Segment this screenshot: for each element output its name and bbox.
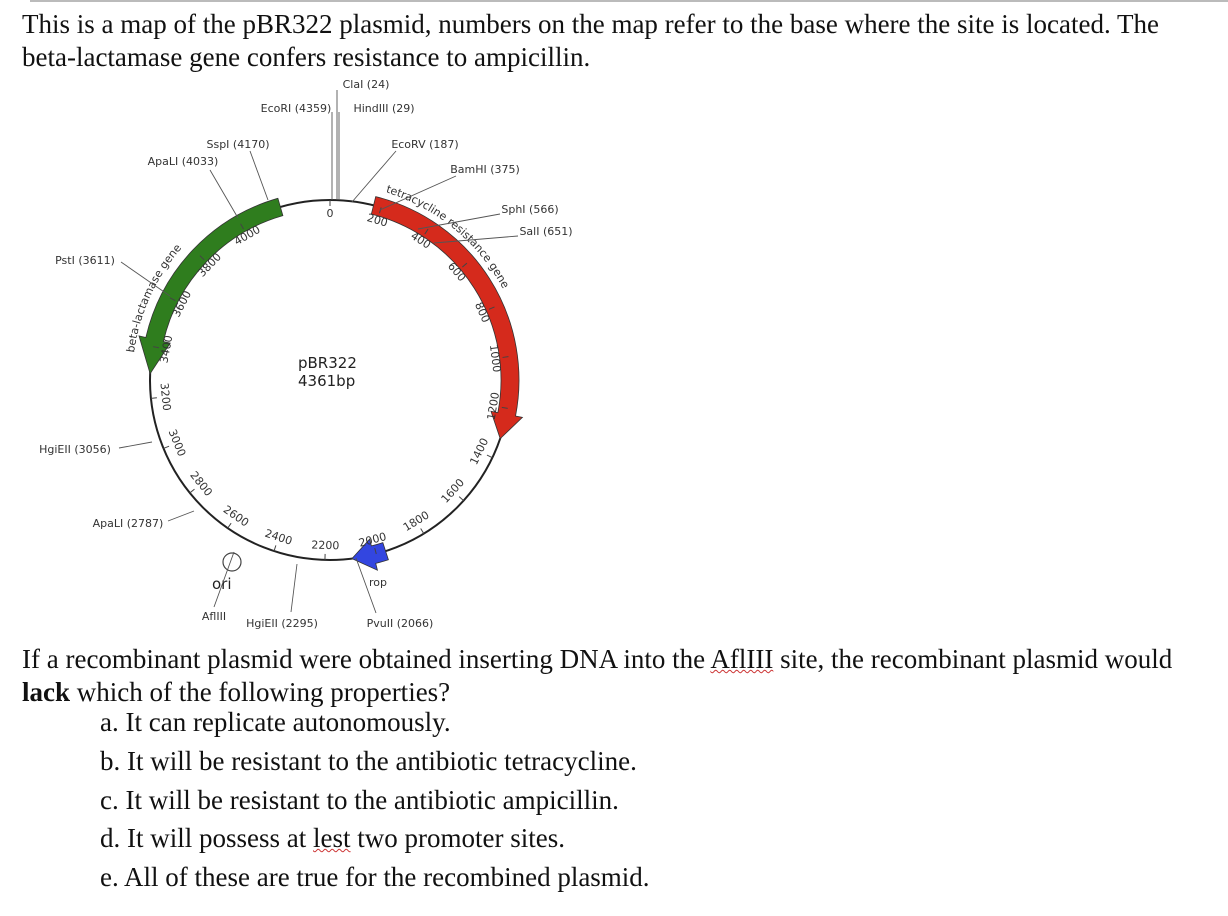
answer-option: d. It will possess at lest two promoter …: [100, 822, 565, 855]
emphasis: lack: [22, 677, 71, 707]
plasmid-name: pBR322: [298, 354, 357, 372]
tick-label: 1800: [401, 508, 432, 534]
tick-mark: [501, 406, 508, 409]
plasmid-size: 4361bp: [298, 372, 355, 390]
tick-mark: [163, 445, 170, 449]
site-label: HgiEII (3056): [39, 443, 111, 456]
tick-mark: [458, 496, 464, 502]
answer-option: b. It will be resistant to the antibioti…: [100, 745, 637, 778]
rop-gene-arrow: [351, 538, 389, 571]
tick-mark: [273, 545, 277, 552]
option-text: lest: [313, 823, 351, 853]
site-pointer: [433, 235, 519, 244]
tick-label: 1000: [487, 344, 504, 373]
tick-mark: [488, 306, 495, 310]
tick-label: 1200: [485, 391, 502, 421]
ori-marker: [222, 552, 242, 572]
site-label: BamHI (375): [450, 163, 520, 176]
ori-label: ori: [212, 575, 232, 593]
site-label: PstI (3611): [55, 254, 115, 267]
site-label: SalI (651): [519, 225, 572, 238]
rop-label: rop: [369, 576, 387, 589]
question-text: which of the following properties?: [70, 677, 451, 707]
tick-label: 2200: [311, 539, 339, 553]
option-text: d. It will possess at: [100, 823, 313, 853]
site-label: HindIII (29): [353, 102, 414, 115]
site-label: SphI (566): [501, 203, 558, 216]
tick-label: 3200: [157, 382, 173, 411]
site-label: ClaI (24): [343, 78, 390, 91]
question-text: If a recombinant plasmid were obtained i…: [22, 644, 711, 674]
page-border: [30, 0, 1228, 2]
site-name: AflIII: [710, 644, 774, 674]
tick-mark: [462, 262, 468, 268]
tick-mark: [502, 356, 509, 358]
tick-mark: [199, 255, 205, 261]
site-label: SspI (4170): [206, 138, 269, 151]
site-label: EcoRV (187): [391, 138, 458, 151]
option-text: c. It will be resistant to the antibioti…: [100, 785, 619, 815]
tick-label: 3400: [157, 334, 175, 364]
tick-mark: [153, 346, 160, 349]
site-label: ApaLI (2787): [93, 517, 164, 530]
site-pointer: [209, 169, 239, 219]
tick-label: 0: [327, 207, 334, 220]
site-pointer: [417, 213, 501, 230]
answer-option: c. It will be resistant to the antibioti…: [100, 784, 619, 817]
question-text: site, the recombinant plasmid would: [773, 644, 1173, 674]
tick-label: 3000: [166, 428, 189, 459]
tick-mark: [227, 522, 232, 529]
site-pointer: [351, 150, 397, 203]
option-text: b. It will be resistant to the antibioti…: [100, 746, 637, 776]
answer-option: a. It can replicate autonomously.: [100, 706, 451, 739]
option-text: two promoter sites.: [350, 823, 565, 853]
site-pointer: [167, 510, 195, 522]
bla-gene-arrow: [138, 197, 284, 375]
site-label: AflIII: [202, 610, 226, 623]
plasmid-map: tetracycline resistance gene beta-lactam…: [39, 78, 572, 630]
tick-mark: [374, 548, 377, 555]
tick-label: 1400: [467, 436, 491, 467]
site-label: EcoRI (4359): [261, 102, 332, 115]
tick-mark: [240, 223, 244, 230]
option-text: e. All of these are true for the recombi…: [100, 862, 650, 892]
site-pointer: [249, 150, 269, 201]
tick-label: 200: [365, 211, 389, 229]
site-pointer: [379, 175, 457, 211]
tick-mark: [420, 528, 425, 534]
site-pointer: [118, 441, 153, 449]
option-text: a. It can replicate autonomously.: [100, 707, 451, 737]
tick-mark: [189, 488, 195, 494]
site-pointer: [355, 557, 377, 614]
question: If a recombinant plasmid were obtained i…: [22, 643, 1212, 709]
tet-gene-arrow: [370, 196, 524, 440]
site-pointer: [290, 563, 298, 613]
tick-mark: [424, 228, 429, 235]
tick-mark: [150, 397, 157, 399]
tick-mark: [169, 297, 176, 301]
site-pointer: [213, 551, 235, 608]
tick-mark: [486, 454, 493, 459]
answer-option: e. All of these are true for the recombi…: [100, 861, 650, 894]
site-label: HgiEII (2295): [246, 617, 318, 630]
site-pointer: [120, 261, 171, 297]
intro-text: This is a map of the pBR322 plasmid, num…: [22, 9, 1159, 72]
site-label: ApaLI (4033): [148, 155, 219, 168]
site-label: PvuII (2066): [367, 617, 434, 630]
tick-label: 2400: [263, 527, 294, 548]
